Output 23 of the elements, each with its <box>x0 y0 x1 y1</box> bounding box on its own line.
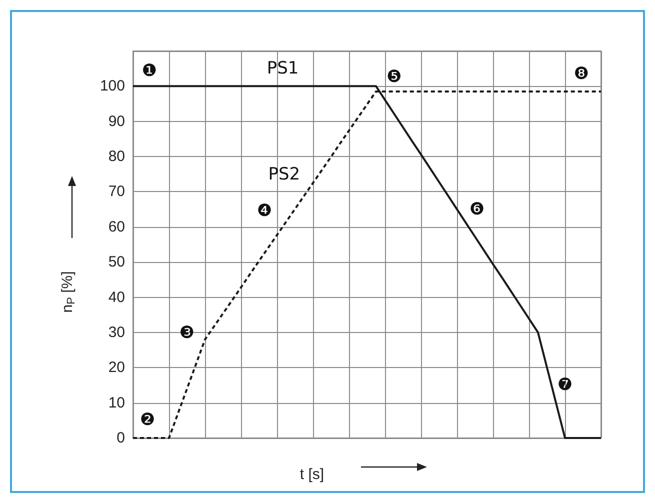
y-tick-label: 50 <box>108 254 125 271</box>
y-tick-label: 60 <box>108 218 125 236</box>
y-axis-title: nP [%] <box>59 271 78 313</box>
y-tick-label: 10 <box>108 394 125 412</box>
annotation: ❸ <box>179 323 194 344</box>
annotation: ❹ <box>256 201 272 222</box>
y-tick-label: 40 <box>108 288 125 306</box>
y-tick-label: 90 <box>108 112 125 130</box>
annotation: ❽ <box>574 64 589 84</box>
annotation: ❺ <box>386 66 402 87</box>
annotation: ❼ <box>557 374 573 395</box>
annotation: PS2 <box>268 164 300 184</box>
y-tick-label: 30 <box>108 324 125 341</box>
y-tick-label: 20 <box>108 359 125 376</box>
annotation: PS1 <box>266 58 299 78</box>
y-tick-label: 70 <box>108 183 125 200</box>
y-tick-label: 100 <box>100 78 125 95</box>
y-tick-label: 80 <box>108 148 125 166</box>
y-tick-label: 0 <box>116 430 125 446</box>
annotation: ❷ <box>140 410 156 430</box>
annotation: ❻ <box>469 199 485 220</box>
x-axis-title: t [s] <box>300 466 324 483</box>
annotation: ❶ <box>142 61 158 82</box>
